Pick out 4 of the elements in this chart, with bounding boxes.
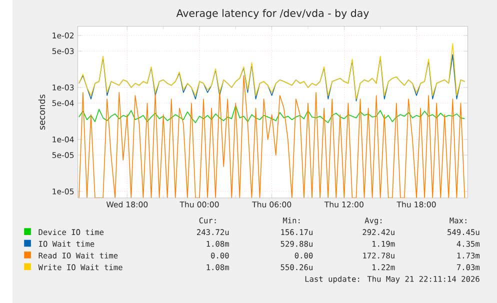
- line-series: [78, 43, 466, 100]
- chart-title: Average latency for /dev/vda - by day: [176, 8, 369, 19]
- y-axis-title: seconds: [38, 94, 46, 130]
- line-series: [78, 104, 466, 123]
